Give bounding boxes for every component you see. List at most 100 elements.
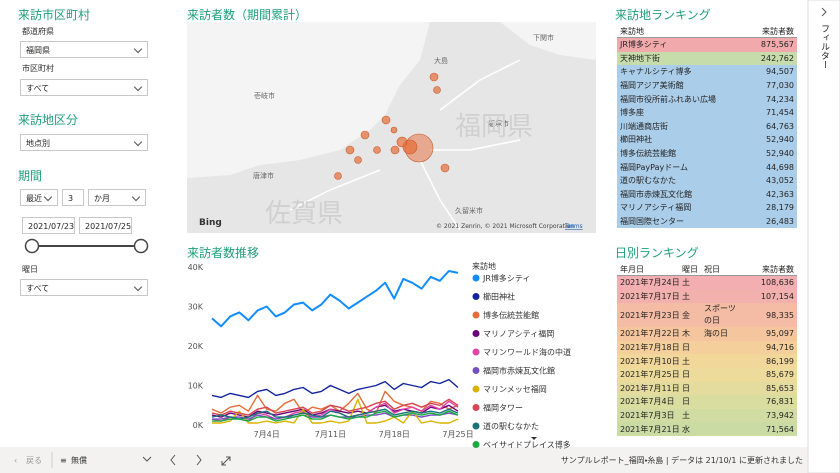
table-cell: 107,154 (760, 291, 794, 301)
map-sea (187, 22, 430, 178)
table-cell: 74,234 (766, 94, 794, 104)
table-cell: 86,199 (766, 356, 794, 366)
x-tick-label: 7月4日 (254, 430, 280, 439)
table-cell: 2021年7月24日 (620, 278, 679, 288)
map-label: 大島 (434, 56, 448, 65)
legend-label[interactable]: 道の駅むなかた (483, 421, 539, 431)
table-cell: 土 (682, 411, 690, 421)
table-cell: キャナルシティ博多 (620, 67, 692, 77)
page-nav[interactable] (170, 454, 202, 466)
table-cell: 28,179 (766, 203, 794, 213)
table-row: 2021年7月17日土 107,154 (617, 289, 797, 304)
legend-label[interactable]: マリンメッセ福岡 (483, 384, 547, 394)
filter-pane-label: フィルター (819, 24, 829, 69)
table-cell: 2021年7月25日 (620, 370, 679, 380)
page-selector[interactable]: 無償 (71, 455, 87, 465)
daily-ranking-table: 年月日 曜日 祝日 来訪者数 2021年7月24日土 108,636 2021年7月… (617, 260, 797, 436)
back-button[interactable]: 戻る (26, 456, 42, 465)
series-line (211, 270, 459, 328)
table-cell (701, 422, 745, 436)
map-label: 唐津市 (253, 171, 274, 180)
legend-marker (472, 441, 480, 448)
weekday-dropdown[interactable]: すべて (20, 279, 148, 296)
legend-label[interactable]: マリンワールド海の中道 (483, 347, 571, 357)
map-region-label: 佐賀県 (265, 199, 343, 229)
table-cell: 日 (682, 343, 690, 353)
legend-label[interactable]: 福岡市赤煉瓦文化館 (483, 366, 555, 376)
table-cell: 土 (682, 278, 690, 288)
table-cell (701, 368, 745, 382)
table-row: 2021年7月24日土 108,636 (617, 275, 797, 290)
legend-label[interactable]: マリノアシティ福岡 (483, 329, 554, 339)
table-row: 道の駅むなかた 43,052 (617, 173, 797, 188)
table-cell: 76,831 (766, 397, 794, 407)
table-cell: 43,052 (766, 176, 794, 186)
table-row: 福岡市役所前ふれあい広場 74,234 (617, 92, 797, 106)
legend-label[interactable]: 博多伝統芸能館 (483, 310, 539, 320)
column-header[interactable]: 祝日 (701, 260, 745, 276)
prefecture-dropdown[interactable]: 福岡県 (20, 41, 148, 58)
category-dropdown[interactable]: 地点別 (20, 134, 148, 151)
table-cell: 金 (682, 310, 690, 320)
legend-marker (472, 330, 480, 337)
table-row: 2021年7月21日水 71,564 (617, 422, 797, 436)
map-bubble (360, 130, 370, 140)
table-cell: 2021年7月4日 (620, 397, 675, 407)
map-bubble (440, 163, 450, 173)
table-cell (701, 276, 745, 290)
table-row: 福岡市赤煉瓦文化館 42,363 (617, 187, 797, 202)
fullscreen[interactable] (221, 456, 231, 466)
y-tick-label: 10K (188, 382, 204, 391)
filter-collapse[interactable] (821, 7, 827, 17)
table-row: 2021年7月3日土 73,942 (617, 408, 797, 423)
series-line (212, 398, 459, 424)
filter-pane[interactable] (807, 0, 840, 473)
legend-label[interactable]: ベイサイドプレイス博多 (483, 440, 571, 450)
city-dropdown[interactable]: すべて (20, 79, 148, 96)
legend-label[interactable]: JR博多シティ (482, 273, 530, 283)
period-count-input[interactable]: 3 (62, 189, 84, 206)
date-slider-handle[interactable] (133, 238, 149, 254)
column-header[interactable]: 来訪者数 (745, 260, 797, 276)
date-start-input[interactable]: 2021/07/23 (22, 217, 75, 234)
table-cell: 2021年7月3日 (620, 411, 675, 421)
table-cell: 日 (682, 383, 690, 393)
map-terms[interactable]: Terms (564, 223, 583, 230)
map-road (289, 59, 521, 231)
date-end-input[interactable]: 2021/07/25 (79, 217, 132, 234)
table-row: 川端通商店街 64,763 (617, 119, 797, 134)
column-header[interactable]: 年月日 (617, 260, 679, 276)
date-slider-handle[interactable] (24, 238, 40, 254)
legend-label[interactable]: 福岡タワー (483, 403, 523, 413)
period-mode-dropdown[interactable]: 最近 (20, 189, 58, 206)
table-cell: 2021年7月23日 (620, 310, 679, 320)
status-text: サンプルレポート_福岡・糸島 | データは 21/10/1 に更新されました (561, 455, 803, 465)
legend-title: 来訪地 (472, 261, 496, 271)
map-attribution: © 2021 Zenrin, © 2021 Microsoft Corporat… (436, 223, 574, 230)
table-cell: 71,454 (766, 108, 794, 118)
section-title: 来訪地区分 (18, 113, 79, 127)
table-cell: 2021年7月22日 (620, 329, 679, 339)
legend-label[interactable]: 櫛田神社 (483, 292, 515, 302)
period-unit-dropdown[interactable]: か月 (88, 189, 146, 206)
table-row: 2021年7月4日日 76,831 (617, 395, 797, 409)
visual-title: 日別ランキング (615, 246, 699, 260)
field-label: 市区町村 (22, 64, 54, 73)
column-header[interactable]: 来訪者数 (739, 22, 797, 38)
table-cell: 2021年7月17日 (620, 291, 679, 301)
table-cell: 福岡国際センター (620, 217, 684, 227)
map-region-label: 福岡県 (455, 112, 533, 142)
table-cell: 26,483 (766, 217, 794, 227)
field-label: 都道府県 (22, 27, 54, 36)
table-cell: 櫛田神社 (620, 135, 652, 145)
table-cell (701, 395, 745, 409)
table-row: JR博多シティ 875,567 (617, 37, 797, 52)
table-cell: マリノアシティ福岡 (620, 203, 692, 213)
table-cell: 73,942 (766, 411, 794, 421)
table-cell: 川端通商店街 (620, 121, 668, 131)
column-header[interactable]: 曜日 (679, 260, 701, 276)
column-header[interactable]: 来訪地 (617, 22, 739, 38)
section-title: 期間 (18, 169, 43, 183)
